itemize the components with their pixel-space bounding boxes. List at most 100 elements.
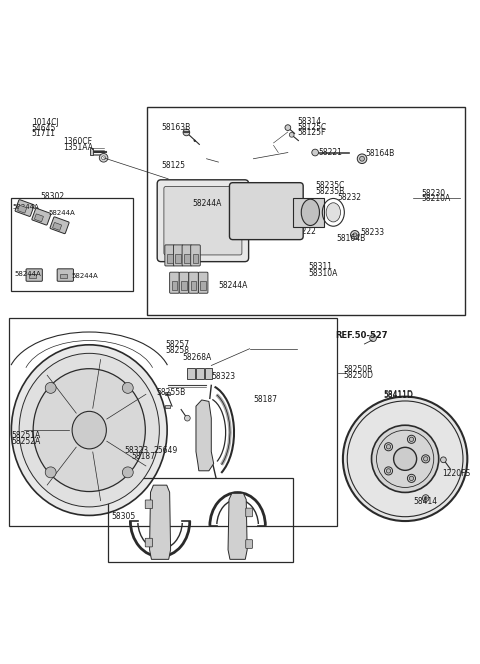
Text: 58187: 58187 xyxy=(253,396,277,404)
Ellipse shape xyxy=(301,199,320,226)
Bar xyxy=(90,148,93,155)
Bar xyxy=(204,368,212,379)
Circle shape xyxy=(424,497,427,499)
Circle shape xyxy=(102,156,106,160)
Text: 51711: 51711 xyxy=(32,129,56,138)
Text: 58125F: 58125F xyxy=(298,128,326,137)
Text: 58323: 58323 xyxy=(124,446,148,456)
FancyBboxPatch shape xyxy=(151,444,163,455)
Circle shape xyxy=(312,149,319,156)
FancyBboxPatch shape xyxy=(164,187,242,255)
FancyBboxPatch shape xyxy=(53,222,61,230)
Bar xyxy=(293,198,324,226)
Circle shape xyxy=(184,415,190,421)
FancyBboxPatch shape xyxy=(145,539,153,547)
Text: 58310A: 58310A xyxy=(308,269,337,278)
Circle shape xyxy=(180,222,188,231)
FancyBboxPatch shape xyxy=(165,245,174,266)
Bar xyxy=(9,317,337,526)
Bar xyxy=(181,282,187,290)
Text: 58244A: 58244A xyxy=(72,272,98,278)
Text: 58414: 58414 xyxy=(413,497,437,507)
Text: 58411D: 58411D xyxy=(384,390,413,398)
Circle shape xyxy=(122,382,133,393)
Text: 58125C: 58125C xyxy=(298,123,327,131)
Circle shape xyxy=(384,443,393,451)
FancyBboxPatch shape xyxy=(191,245,200,266)
FancyBboxPatch shape xyxy=(173,245,183,266)
FancyBboxPatch shape xyxy=(145,500,153,509)
Text: 1014CJ: 1014CJ xyxy=(32,118,59,127)
FancyBboxPatch shape xyxy=(26,269,42,282)
Text: 58268A: 58268A xyxy=(182,353,212,362)
Bar xyxy=(200,282,206,290)
Circle shape xyxy=(143,454,148,459)
Text: 58233: 58233 xyxy=(360,228,385,238)
Ellipse shape xyxy=(326,203,340,222)
Text: 54645: 54645 xyxy=(32,124,56,133)
Text: 58311: 58311 xyxy=(308,262,332,272)
Circle shape xyxy=(353,233,357,237)
Circle shape xyxy=(343,396,468,521)
Text: 58244A: 58244A xyxy=(192,199,221,208)
Text: 58164B: 58164B xyxy=(336,234,366,243)
Circle shape xyxy=(99,153,108,162)
Bar xyxy=(184,254,190,262)
Polygon shape xyxy=(196,400,214,471)
Text: 1351AA: 1351AA xyxy=(63,143,93,152)
Circle shape xyxy=(285,125,291,131)
Text: 58163B: 58163B xyxy=(161,123,190,131)
Circle shape xyxy=(251,201,256,205)
Circle shape xyxy=(394,448,417,470)
Circle shape xyxy=(350,230,359,239)
Circle shape xyxy=(423,457,428,461)
Text: 58164B: 58164B xyxy=(365,149,395,159)
FancyBboxPatch shape xyxy=(189,272,198,293)
Text: 58257: 58257 xyxy=(166,340,190,349)
Circle shape xyxy=(45,382,56,393)
Polygon shape xyxy=(150,485,170,559)
Circle shape xyxy=(289,225,295,230)
FancyBboxPatch shape xyxy=(246,540,252,548)
Text: 58258: 58258 xyxy=(166,346,190,355)
Circle shape xyxy=(251,224,256,229)
Text: 58222: 58222 xyxy=(293,228,316,236)
Circle shape xyxy=(122,467,133,478)
Text: 58244A: 58244A xyxy=(14,271,41,277)
Text: 58302: 58302 xyxy=(40,192,64,201)
Text: 58125: 58125 xyxy=(161,161,185,170)
Circle shape xyxy=(384,467,393,475)
Circle shape xyxy=(372,425,439,493)
Text: 58314: 58314 xyxy=(298,117,322,126)
Ellipse shape xyxy=(19,353,159,507)
FancyBboxPatch shape xyxy=(57,269,73,282)
FancyBboxPatch shape xyxy=(198,272,208,293)
Ellipse shape xyxy=(12,345,167,515)
Bar xyxy=(29,274,36,278)
Text: 58250R: 58250R xyxy=(343,365,372,374)
Bar xyxy=(192,254,198,262)
Text: 58230: 58230 xyxy=(421,189,445,198)
Circle shape xyxy=(386,445,391,449)
Bar xyxy=(108,478,293,562)
Text: 58210A: 58210A xyxy=(421,195,450,203)
Circle shape xyxy=(421,455,430,463)
Bar xyxy=(191,282,196,290)
FancyBboxPatch shape xyxy=(15,200,34,216)
FancyBboxPatch shape xyxy=(179,272,189,293)
Ellipse shape xyxy=(72,411,107,449)
Text: 1220FS: 1220FS xyxy=(442,469,470,477)
Circle shape xyxy=(422,495,429,501)
Text: 58251A: 58251A xyxy=(11,432,40,440)
Circle shape xyxy=(408,474,416,483)
FancyBboxPatch shape xyxy=(169,272,179,293)
Text: 58244A: 58244A xyxy=(48,210,75,216)
Text: 58305: 58305 xyxy=(112,512,136,521)
Bar xyxy=(165,405,170,408)
Text: 58232: 58232 xyxy=(337,193,361,202)
Bar xyxy=(196,368,204,379)
Bar xyxy=(171,282,177,290)
Text: 58235B: 58235B xyxy=(316,187,345,196)
Circle shape xyxy=(386,469,391,473)
Text: 58244A: 58244A xyxy=(12,204,39,210)
